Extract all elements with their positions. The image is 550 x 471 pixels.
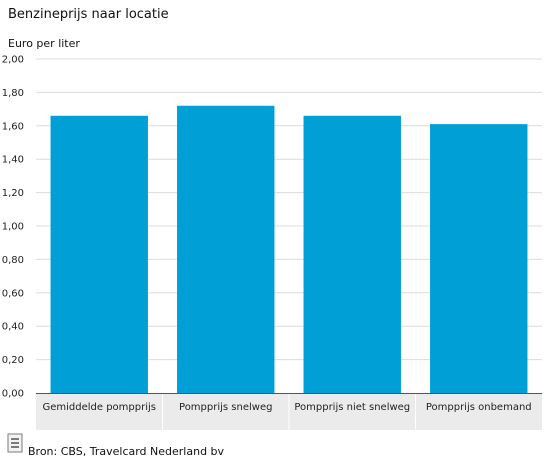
bar xyxy=(50,115,148,393)
bars xyxy=(50,105,528,393)
bar xyxy=(303,115,401,393)
y-axis-label: Euro per liter xyxy=(8,37,80,50)
bar xyxy=(430,124,528,393)
y-tick-label: 1,40 xyxy=(2,155,24,166)
y-tick-label: 1,00 xyxy=(2,222,24,233)
chart-title: Benzineprijs naar locatie xyxy=(8,7,169,22)
x-tick-label: Gemiddelde pompprijs xyxy=(42,402,156,413)
document-icon xyxy=(7,433,23,453)
y-tick-label: 0,40 xyxy=(2,322,24,333)
y-tick-label: 1,60 xyxy=(2,121,24,132)
x-tick-label: Pompprijs onbemand xyxy=(426,402,532,413)
y-tick-label: 0,00 xyxy=(2,389,24,400)
y-tick-label: 2,00 xyxy=(2,55,24,66)
bar xyxy=(177,105,275,393)
y-tick-label: 0,60 xyxy=(2,288,24,299)
source-text: Bron: CBS, Travelcard Nederland bv xyxy=(28,445,225,458)
y-tick-label: 0,20 xyxy=(2,355,24,366)
x-tick-label: Pompprijs snelweg xyxy=(179,402,272,413)
y-tick-label: 1,80 xyxy=(2,88,24,99)
category-band xyxy=(36,393,542,430)
y-tick-label: 1,20 xyxy=(2,188,24,199)
y-tick-label: 0,80 xyxy=(2,255,24,266)
source-note: Bron: CBS, Travelcard Nederland bv xyxy=(7,433,225,458)
x-tick-labels: Gemiddelde pompprijs Pompprijs snelweg Pom… xyxy=(42,402,531,413)
x-tick-label: Pompprijs niet snelweg xyxy=(294,402,410,413)
y-tick-labels: 0,00 0,20 0,40 0,60 0,80 1,00 1,20 1,40 1,60 1,80… xyxy=(2,55,24,400)
